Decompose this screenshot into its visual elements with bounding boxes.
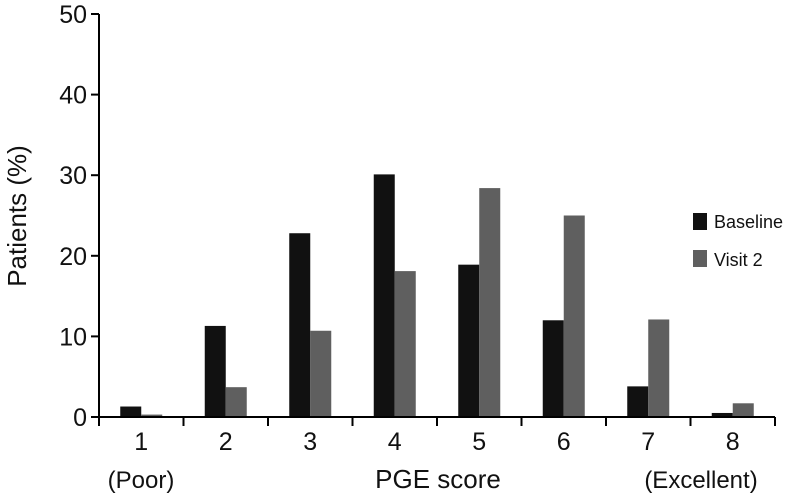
bar-baseline xyxy=(542,320,564,417)
x-tick-label: 6 xyxy=(557,428,571,456)
bar-visit-2 xyxy=(648,319,670,417)
bar-baseline xyxy=(373,174,395,417)
y-tick-label: 40 xyxy=(59,82,87,110)
x-tick-label: 4 xyxy=(388,428,402,456)
legend-swatch-visit2 xyxy=(693,250,707,267)
bar-baseline xyxy=(711,412,733,417)
y-tick-label: 20 xyxy=(59,243,87,271)
y-tick-label: 50 xyxy=(59,1,87,29)
bar-visit-2 xyxy=(310,330,332,417)
legend-swatch-baseline xyxy=(693,213,707,230)
x-axis-title: PGE score xyxy=(375,464,501,494)
y-tick-label: 30 xyxy=(59,162,87,190)
bar-visit-2 xyxy=(225,387,247,417)
bar-visit-2 xyxy=(563,215,585,417)
bar-baseline xyxy=(289,233,311,417)
y-axis-title: Patients (%) xyxy=(2,145,32,287)
x-tick-label: 7 xyxy=(641,428,655,456)
y-tick-label: 10 xyxy=(59,323,87,351)
x-tick-label: 2 xyxy=(219,428,233,456)
legend-label-visit2: Visit 2 xyxy=(714,250,763,270)
bar-visit-2 xyxy=(141,414,163,417)
x-tick-label: 1 xyxy=(134,428,148,456)
bar-visit-2 xyxy=(732,403,754,417)
bar-baseline xyxy=(627,386,649,417)
x-tick-label: 5 xyxy=(472,428,486,456)
x-sublabel-poor: (Poor) xyxy=(108,467,175,494)
x-tick-label: 3 xyxy=(303,428,317,456)
x-sublabel-excellent: (Excellent) xyxy=(644,467,757,494)
legend: Baseline Visit 2 xyxy=(693,212,783,270)
legend-label-baseline: Baseline xyxy=(714,212,783,232)
x-tick-label: 8 xyxy=(726,428,740,456)
bar-visit-2 xyxy=(394,271,416,417)
y-tick-label: 0 xyxy=(73,404,87,432)
bars-layer xyxy=(120,174,754,417)
bar-baseline xyxy=(120,406,142,417)
bar-baseline xyxy=(204,325,226,417)
bar-baseline xyxy=(458,264,480,417)
bar-visit-2 xyxy=(479,188,501,417)
axes-layer: 0 10 20 30 40 50 1 2 3 4 5 6 7 8 xyxy=(59,1,776,456)
